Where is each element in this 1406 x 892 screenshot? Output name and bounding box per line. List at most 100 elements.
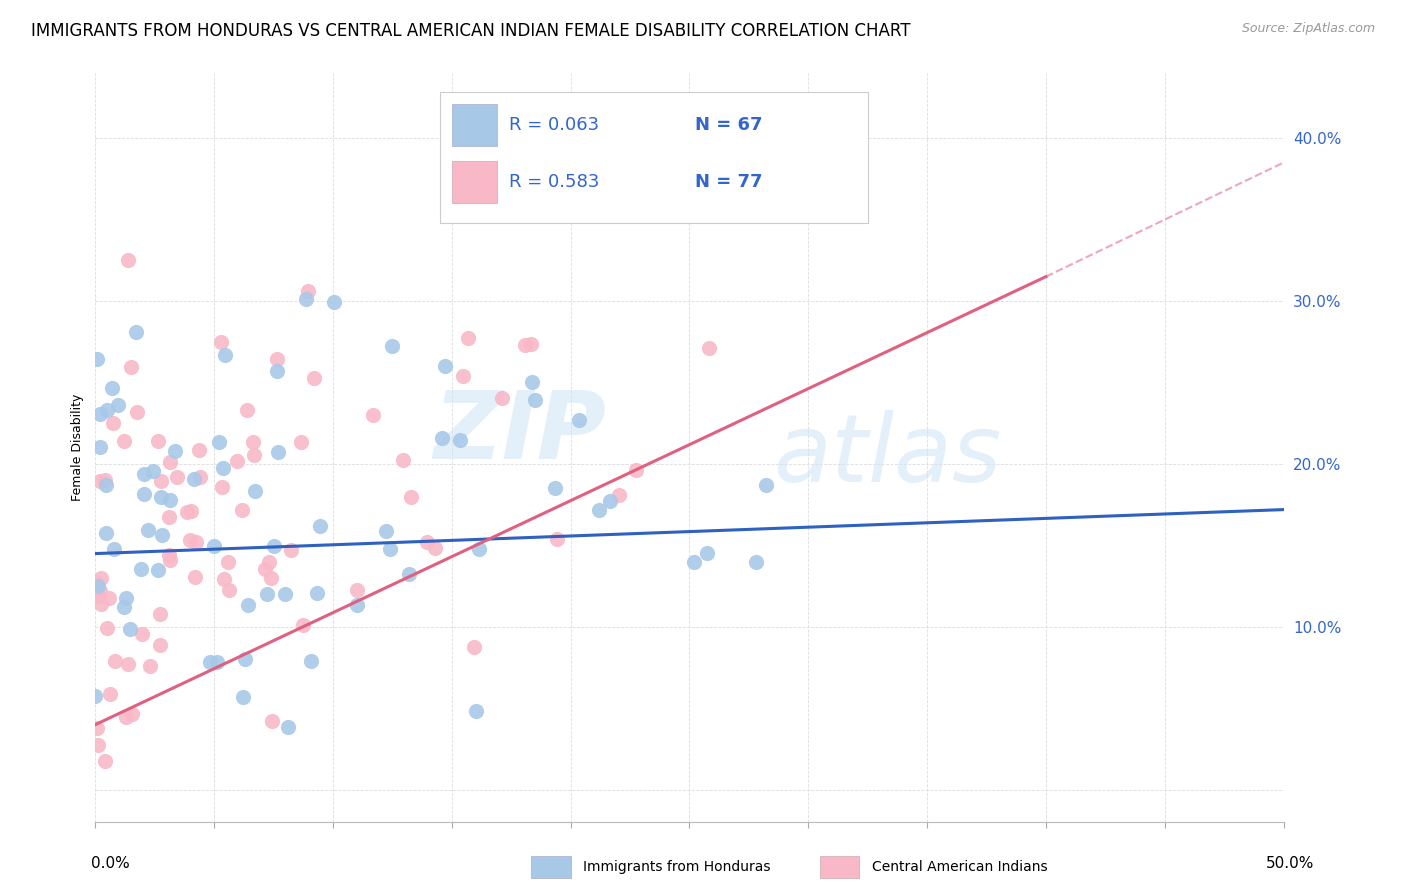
Point	[266, 445, 288, 459]
Point	[149, 607, 172, 621]
Point	[242, 435, 264, 450]
Point	[231, 503, 253, 517]
Point	[117, 253, 139, 268]
Text: Source: ZipAtlas.com: Source: ZipAtlas.com	[1241, 22, 1375, 36]
Text: N = 77: N = 77	[696, 173, 763, 191]
Point	[117, 657, 139, 672]
Point	[291, 618, 314, 632]
Point	[205, 655, 228, 669]
Point	[132, 467, 155, 482]
Text: 0.0%: 0.0%	[91, 856, 131, 871]
Point	[235, 402, 257, 417]
Point	[138, 524, 160, 538]
Point	[607, 488, 630, 502]
Point	[89, 474, 111, 488]
Point	[588, 502, 610, 516]
Point	[183, 472, 205, 486]
Point	[87, 739, 110, 753]
Point	[208, 435, 231, 450]
Point	[381, 339, 404, 353]
Point	[103, 541, 125, 556]
Point	[430, 432, 453, 446]
Point	[524, 393, 547, 408]
Point	[217, 555, 239, 569]
Point	[515, 338, 537, 352]
Point	[218, 582, 240, 597]
Point	[697, 341, 720, 355]
Point	[94, 525, 117, 540]
Text: Central American Indians: Central American Indians	[872, 860, 1047, 874]
Text: ZIP: ZIP	[433, 387, 606, 479]
Point	[896, 53, 918, 67]
Point	[166, 470, 188, 484]
Point	[188, 442, 211, 457]
Point	[433, 359, 456, 373]
Point	[457, 331, 479, 345]
Point	[179, 533, 201, 548]
Point	[391, 453, 413, 467]
Point	[84, 690, 107, 704]
Point	[120, 360, 142, 375]
Point	[212, 460, 235, 475]
Point	[142, 464, 165, 478]
Point	[121, 707, 143, 722]
Point	[463, 640, 485, 655]
Text: 50.0%: 50.0%	[1267, 856, 1315, 871]
Point	[449, 434, 471, 448]
Point	[299, 654, 322, 668]
Point	[87, 589, 110, 603]
Point	[159, 552, 181, 566]
Point	[107, 398, 129, 412]
Point	[184, 534, 207, 549]
Point	[260, 571, 283, 585]
Point	[520, 376, 543, 390]
Point	[226, 454, 249, 468]
Text: N = 67: N = 67	[696, 116, 763, 134]
Point	[150, 491, 173, 505]
Point	[233, 652, 256, 666]
Point	[346, 599, 368, 613]
Point	[127, 404, 149, 418]
Point	[132, 487, 155, 501]
Point	[149, 474, 172, 488]
Point	[129, 561, 152, 575]
Point	[184, 570, 207, 584]
Point	[375, 524, 398, 538]
Point	[256, 587, 278, 601]
Point	[209, 335, 232, 350]
Point	[568, 413, 591, 427]
Point	[157, 510, 180, 524]
Point	[146, 434, 169, 448]
Point	[263, 539, 285, 553]
Point	[89, 407, 111, 421]
Point	[96, 402, 118, 417]
Point	[120, 622, 142, 636]
Point	[94, 478, 117, 492]
Point	[149, 638, 172, 652]
Bar	[451, 104, 496, 145]
Point	[415, 534, 437, 549]
Point	[211, 480, 233, 494]
Point	[399, 490, 422, 504]
Point	[755, 478, 778, 492]
Point	[683, 555, 706, 569]
Point	[98, 688, 121, 702]
Point	[346, 582, 368, 597]
Point	[114, 600, 136, 615]
Point	[253, 562, 276, 576]
Point	[97, 591, 120, 605]
FancyBboxPatch shape	[440, 92, 868, 223]
Point	[84, 574, 107, 589]
Point	[266, 351, 288, 366]
Point	[146, 563, 169, 577]
Point	[90, 597, 112, 611]
Point	[89, 583, 111, 598]
Point	[94, 474, 117, 488]
Point	[86, 721, 108, 735]
Point	[115, 591, 138, 605]
Point	[599, 494, 621, 508]
Point	[305, 586, 328, 600]
Text: IMMIGRANTS FROM HONDURAS VS CENTRAL AMERICAN INDIAN FEMALE DISABILITY CORRELATIO: IMMIGRANTS FROM HONDURAS VS CENTRAL AMER…	[31, 22, 911, 40]
Point	[139, 659, 162, 673]
Point	[188, 470, 211, 484]
